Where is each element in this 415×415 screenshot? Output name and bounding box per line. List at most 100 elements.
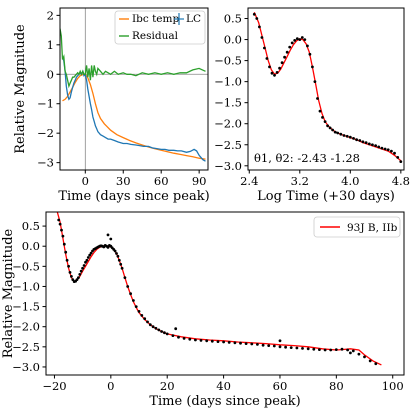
y-tick-label: −2.0 <box>12 320 40 334</box>
axes-frame <box>59 7 209 171</box>
y-tick-label: −1.0 <box>214 75 242 89</box>
data-point <box>82 264 86 267</box>
data-point <box>84 260 87 264</box>
data-point <box>300 36 304 39</box>
x-tick-label: 40 <box>216 379 231 393</box>
data-point <box>323 120 327 123</box>
data-point <box>140 314 144 317</box>
data-point <box>340 347 344 351</box>
series-line-lc <box>61 56 206 162</box>
data-point <box>120 266 124 270</box>
data-point <box>177 335 180 339</box>
data-point <box>295 37 299 41</box>
data-point <box>132 299 135 302</box>
data-point <box>171 334 175 337</box>
data-point <box>374 362 378 366</box>
data-point <box>106 233 110 237</box>
x-tick-label: 0 <box>107 379 114 393</box>
data-point <box>329 348 333 352</box>
legend: 93J B, IIb <box>313 216 401 238</box>
data-point <box>88 253 92 257</box>
data-point <box>357 352 361 356</box>
data-point <box>339 132 343 136</box>
data-point <box>268 65 271 69</box>
data-point <box>313 80 317 83</box>
y-tick-label: −2.0 <box>214 117 242 131</box>
y-tick-label: −3.0 <box>214 159 242 173</box>
data-point <box>383 147 387 151</box>
x-tick-label: 4.8 <box>392 174 410 188</box>
data-point <box>70 275 73 278</box>
data-point <box>244 342 248 345</box>
data-point <box>67 264 70 268</box>
data-point <box>318 109 322 113</box>
data-point <box>396 156 400 159</box>
data-point <box>265 57 269 60</box>
data-point <box>278 345 282 349</box>
data-point <box>61 234 65 238</box>
axes-frame <box>45 211 405 376</box>
data-point <box>199 339 203 342</box>
data-point <box>58 222 62 226</box>
data-point <box>290 41 294 45</box>
data-point <box>255 17 259 20</box>
annotation-theta: θ1, θ2: -2.43 -1.28 <box>254 151 360 165</box>
data-point <box>355 138 358 142</box>
plot-area <box>56 212 382 366</box>
data-point <box>316 97 319 100</box>
data-point <box>174 327 178 331</box>
legend-label-ibc-temp: Ibc temp <box>132 13 179 25</box>
y-tick-label: −1.5 <box>214 96 242 110</box>
data-point <box>336 131 340 135</box>
data-point <box>289 346 293 349</box>
data-point <box>106 246 110 249</box>
data-point <box>256 343 259 346</box>
data-point <box>113 249 117 253</box>
data-point <box>163 331 166 335</box>
data-point <box>65 258 69 262</box>
data-point <box>374 144 377 148</box>
data-point <box>295 346 299 350</box>
x-tick-label: 4.0 <box>341 174 359 188</box>
y-axis-label: Relative Magnitude <box>1 228 16 358</box>
legend: Ibc temp LC Residual <box>114 10 206 45</box>
data-point <box>188 337 192 341</box>
y-tick-label: −1.0 <box>12 279 40 293</box>
data-point <box>216 340 220 343</box>
data-point <box>371 143 374 147</box>
panel-top-right: 2.4 3.2 4.0 4.8 0.5 0.0 −0.5 −1.0 −1.5 −2.0 −2.5 −3… <box>214 7 410 204</box>
data-point <box>116 254 120 258</box>
data-point <box>331 128 334 132</box>
data-point <box>79 269 83 273</box>
data-point <box>393 151 396 155</box>
data-point <box>60 228 63 232</box>
data-point <box>81 266 84 270</box>
data-point <box>278 66 281 70</box>
y-tick-label: −0.5 <box>214 54 242 68</box>
data-point <box>115 252 118 255</box>
y-tick-label: 1 <box>47 38 54 52</box>
data-point <box>283 55 286 59</box>
data-point <box>367 142 371 146</box>
data-point <box>363 355 366 359</box>
data-point <box>288 45 292 49</box>
data-point <box>346 348 349 352</box>
data-point <box>77 276 80 279</box>
data-point <box>86 256 90 259</box>
data-point <box>134 305 138 308</box>
x-tick-label: 80 <box>329 379 344 393</box>
x-axis-label: Time (days since peak) <box>58 189 209 204</box>
series-line-residual <box>60 28 206 89</box>
data-point <box>272 344 276 348</box>
y-axis-label: Relative Magnitude <box>13 24 28 154</box>
x-tick-label: 60 <box>273 379 288 393</box>
data-point <box>308 52 312 56</box>
data-point <box>165 332 169 336</box>
data-point <box>351 349 355 353</box>
data-point <box>306 347 310 351</box>
y-tick-label: −1 <box>37 97 54 111</box>
x-axis-label: Log Time (+30 days) <box>257 189 395 204</box>
y-tick-label: −0.5 <box>12 259 40 273</box>
data-point <box>252 12 256 16</box>
